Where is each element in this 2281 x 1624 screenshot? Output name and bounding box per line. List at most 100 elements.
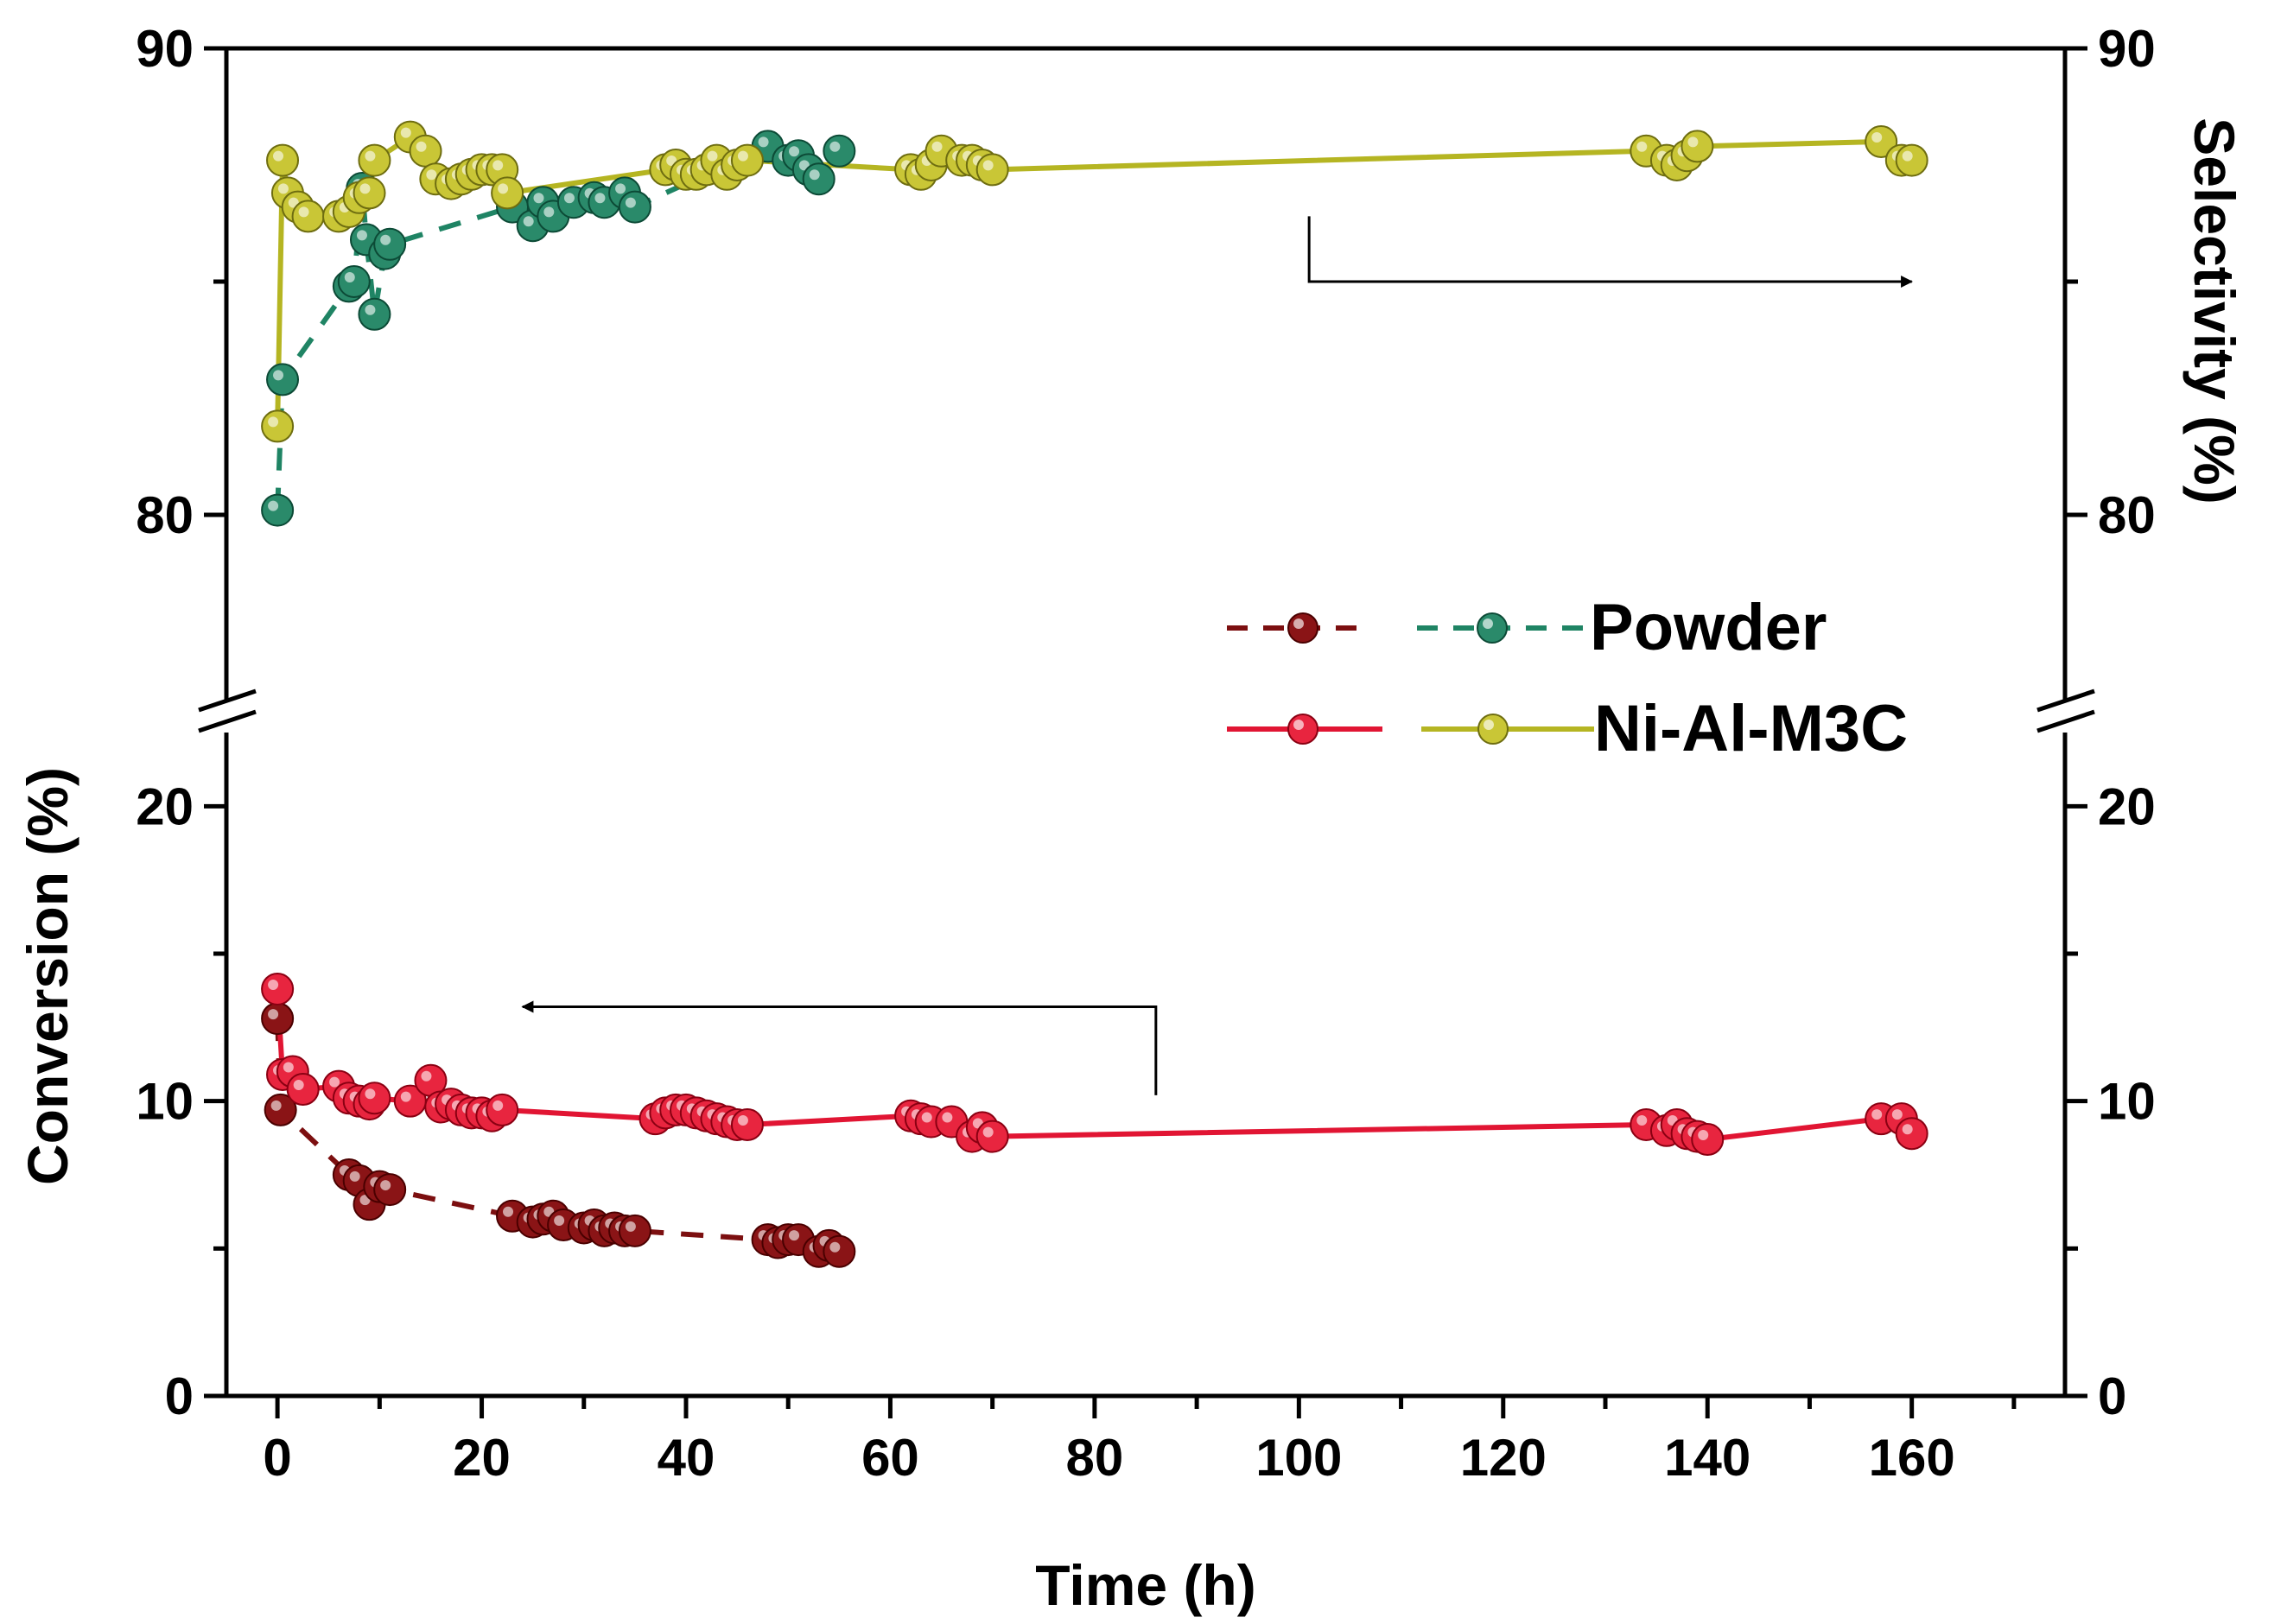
x-tick-label: 80 [1066, 1429, 1124, 1487]
x-tick-label: 60 [861, 1429, 919, 1487]
data-point-highlight-ni-al-m3c-conversion [329, 1076, 340, 1088]
data-point-ni-al-m3c-conversion [358, 1082, 391, 1115]
data-point-highlight-ni-al-m3c-selectivity [1687, 136, 1699, 148]
axis-break-mark-right-1 [2036, 688, 2095, 713]
legend-powder-selectivity-marker [1477, 612, 1508, 644]
data-point-highlight-powder-selectivity [563, 193, 575, 204]
data-point-highlight-powder-selectivity [758, 136, 769, 148]
x-axis-title: Time (h) [1035, 1553, 1255, 1617]
data-point-ni-al-m3c-conversion [486, 1093, 519, 1126]
data-point-highlight-powder-selectivity [533, 193, 544, 204]
data-point-highlight-powder-conversion [349, 1170, 360, 1182]
data-point-powder-selectivity [337, 265, 371, 298]
data-point-highlight-powder-selectivity [356, 230, 367, 241]
data-point-highlight-powder-conversion [270, 1100, 282, 1111]
data-point-highlight-ni-al-m3c-conversion [268, 979, 279, 990]
data-point-ni-al-m3c-selectivity [409, 134, 442, 168]
data-point-highlight-ni-al-m3c-selectivity [737, 150, 748, 162]
data-point-highlight-powder-conversion [554, 1215, 565, 1227]
data-point-highlight-ni-al-m3c-conversion [1636, 1114, 1648, 1126]
axis-break-mark-left-2 [198, 709, 257, 733]
data-point-powder-selectivity [618, 190, 651, 224]
data-point-highlight-ni-al-m3c-conversion [293, 1080, 304, 1091]
data-point-powder-selectivity [823, 134, 856, 168]
data-point-highlight-powder-conversion [268, 1009, 279, 1020]
y-right-tick-label: 90 [2098, 20, 2156, 78]
data-point-powder-conversion [823, 1234, 856, 1268]
data-point-powder-selectivity [261, 493, 295, 527]
data-point-highlight-powder-conversion [789, 1230, 800, 1241]
x-tick-label: 140 [1664, 1429, 1750, 1487]
data-point-ni-al-m3c-selectivity [1681, 130, 1714, 163]
y-left-tick-label: 90 [136, 20, 194, 78]
data-point-highlight-powder-selectivity [829, 141, 841, 152]
data-point-highlight-ni-al-m3c-conversion [982, 1126, 994, 1138]
y-right-tick-label: 80 [2098, 486, 2156, 544]
data-point-highlight-ni-al-m3c-conversion [1891, 1109, 1903, 1120]
annotation-arrow-right [1307, 216, 1914, 288]
x-tick-label: 120 [1460, 1429, 1547, 1487]
y-left-tick-label: 10 [136, 1073, 194, 1131]
data-point-highlight-ni-al-m3c-selectivity [298, 206, 309, 218]
data-point-highlight-powder-selectivity [523, 216, 534, 227]
data-point-highlight-ni-al-m3c-selectivity [273, 150, 284, 162]
x-tick-label: 0 [263, 1429, 291, 1487]
axis-break-mark-right-2 [2036, 709, 2095, 733]
ticks [204, 46, 2087, 1418]
data-point-highlight-ni-al-m3c-conversion [1871, 1109, 1883, 1120]
data-point-ni-al-m3c-conversion [730, 1107, 764, 1141]
y-left-tick-label: 0 [165, 1367, 194, 1425]
data-point-highlight-ni-al-m3c-selectivity [400, 127, 411, 138]
data-point-highlight-powder-selectivity [809, 169, 820, 181]
data-point-ni-al-m3c-selectivity [261, 409, 295, 443]
plot-frame [198, 46, 2095, 1399]
axis-break-mark-left-1 [198, 688, 257, 713]
data-point-ni-al-m3c-selectivity [491, 176, 524, 210]
data-point-highlight-ni-al-m3c-conversion [1902, 1124, 1913, 1135]
data-point-highlight-ni-al-m3c-selectivity [365, 150, 376, 162]
data-point-highlight-ni-al-m3c-conversion [1698, 1130, 1709, 1141]
data-point-ni-al-m3c-selectivity [1895, 143, 1928, 177]
data-point-highlight-powder-conversion [829, 1241, 841, 1253]
data-point-powder-selectivity [358, 297, 391, 331]
data-point-ni-al-m3c-conversion [975, 1120, 1009, 1153]
legend-nialm3c-conversion-marker-highlight [1293, 720, 1304, 730]
data-point-highlight-ni-al-m3c-conversion [737, 1114, 748, 1126]
data-point-highlight-ni-al-m3c-selectivity [1636, 141, 1648, 152]
y-left-tick-label: 20 [136, 777, 194, 835]
data-point-highlight-powder-conversion [625, 1221, 636, 1232]
data-point-ni-al-m3c-conversion [261, 972, 295, 1005]
data-point-ni-al-m3c-selectivity [975, 153, 1009, 187]
data-point-highlight-ni-al-m3c-selectivity [268, 416, 279, 428]
data-point-powder-selectivity [373, 227, 407, 261]
data-point-highlight-powder-selectivity [615, 183, 626, 194]
data-point-powder-selectivity [802, 162, 836, 196]
data-point-highlight-powder-selectivity [789, 146, 800, 157]
legend-nialm3c-selectivity-marker-highlight [1484, 720, 1494, 730]
data-point-highlight-powder-selectivity [543, 206, 555, 218]
data-point-ni-al-m3c-selectivity [730, 143, 764, 177]
data-point-ni-al-m3c-conversion [286, 1073, 320, 1107]
data-point-highlight-ni-al-m3c-conversion [421, 1070, 432, 1082]
data-point-highlight-powder-conversion [380, 1180, 391, 1191]
data-point-powder-selectivity [266, 363, 300, 396]
data-point-highlight-powder-selectivity [268, 500, 279, 511]
data-point-ni-al-m3c-selectivity [358, 143, 391, 177]
data-point-powder-conversion [618, 1214, 651, 1247]
y-axis-title-right: Selectivity (%) [2183, 117, 2246, 504]
data-point-highlight-ni-al-m3c-conversion [400, 1091, 411, 1102]
tick-labels: 0 20 40 60 80 100 120 140 160 0 0 10 10 20 20 80 80 90 90 [136, 20, 2156, 1487]
data-point-ni-al-m3c-selectivity [291, 200, 325, 233]
legend-powder-selectivity-marker-highlight [1483, 619, 1493, 629]
data-point-highlight-powder-selectivity [594, 193, 606, 204]
x-tick-label: 100 [1255, 1429, 1342, 1487]
data-point-highlight-ni-al-m3c-selectivity [1902, 150, 1913, 162]
data-point-highlight-ni-al-m3c-selectivity [359, 183, 371, 194]
annotation-arrow-left [521, 1000, 1158, 1095]
data-point-highlight-ni-al-m3c-conversion [492, 1100, 504, 1111]
data-point-highlight-ni-al-m3c-selectivity [1871, 132, 1883, 143]
legend-powder-conversion-marker [1287, 612, 1318, 644]
data-point-highlight-ni-al-m3c-conversion [283, 1062, 294, 1073]
data-point-highlight-powder-conversion [503, 1206, 514, 1217]
